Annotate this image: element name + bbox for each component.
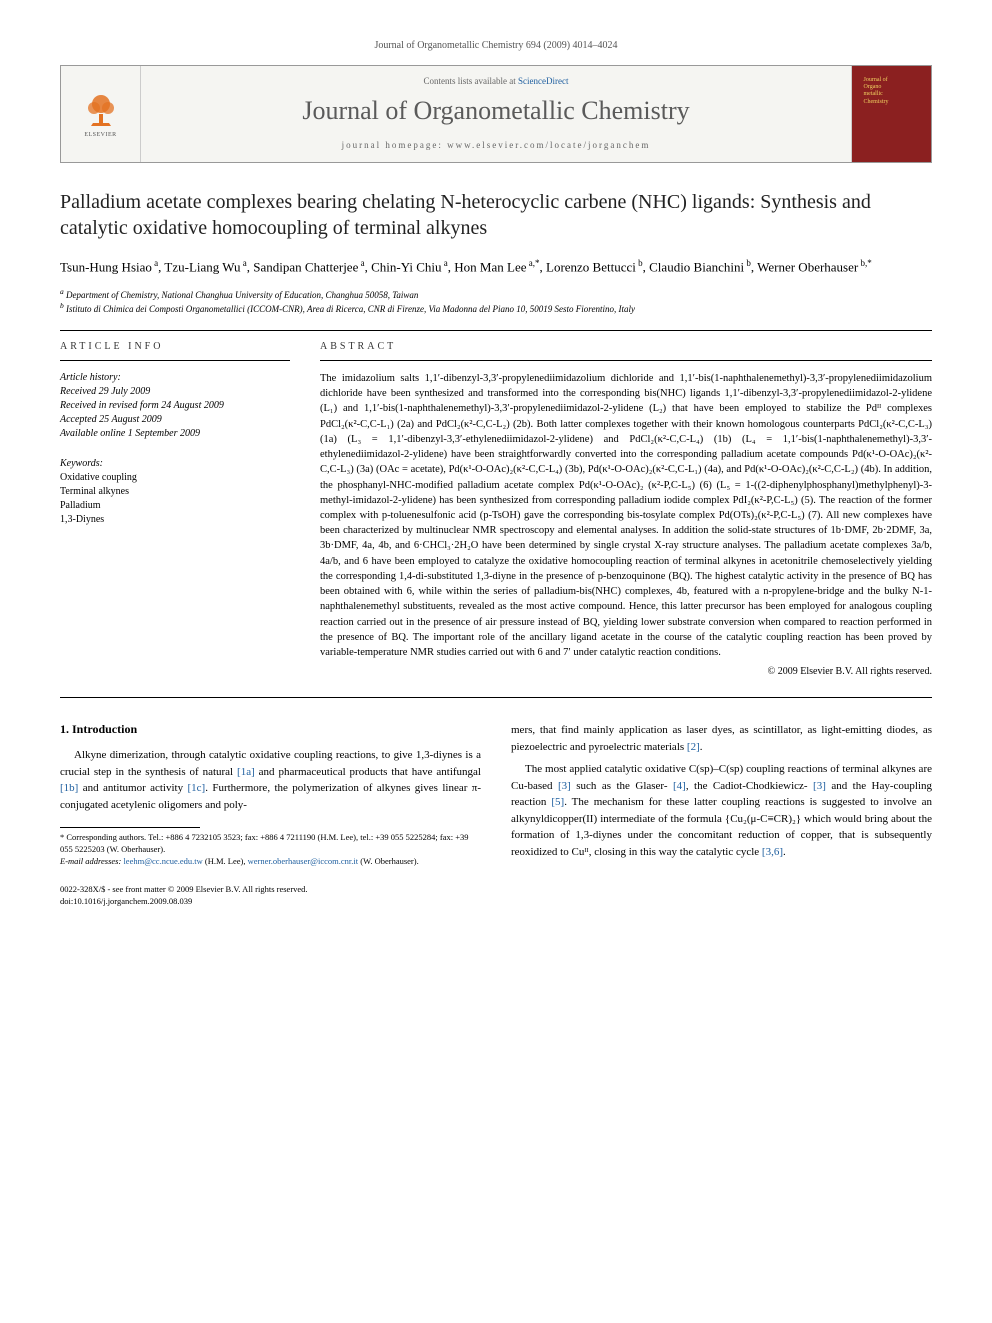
author-list: Tsun-Hung Hsiao a, Tzu-Liang Wu a, Sandi… (60, 257, 932, 277)
corresponding-author-note: * Corresponding authors. Tel.: +886 4 72… (60, 832, 481, 856)
info-abstract-row: ARTICLE INFO Article history: Received 2… (60, 341, 932, 677)
article-title: Palladium acetate complexes bearing chel… (60, 189, 932, 241)
journal-name: Journal of Organometallic Chemistry (155, 96, 837, 126)
journal-masthead: ELSEVIER Contents lists available at Sci… (60, 65, 932, 163)
email-link[interactable]: leehm@cc.ncue.edu.tw (123, 856, 202, 866)
citation-link[interactable]: [3] (813, 780, 826, 792)
abstract-label: ABSTRACT (320, 341, 932, 352)
citation-link[interactable]: [1a] (237, 766, 255, 778)
keyword: Terminal alkynes (60, 485, 290, 499)
elsevier-logo: ELSEVIER (73, 84, 129, 144)
body-col-right: mers, that find mainly application as la… (511, 722, 932, 907)
history-accepted: Accepted 25 August 2009 (60, 413, 290, 427)
doi-line: doi:10.1016/j.jorganchem.2009.08.039 (60, 896, 481, 908)
affiliation-a: a Department of Chemistry, National Chan… (60, 287, 932, 302)
citation-link[interactable]: [1c] (187, 782, 205, 794)
body-paragraph: mers, that find mainly application as la… (511, 722, 932, 755)
article-info-col: ARTICLE INFO Article history: Received 2… (60, 341, 290, 677)
keyword: Oxidative coupling (60, 471, 290, 485)
history-revised: Received in revised form 24 August 2009 (60, 399, 290, 413)
keyword: 1,3-Diynes (60, 513, 290, 527)
footnotes: * Corresponding authors. Tel.: +886 4 72… (60, 832, 481, 868)
email-link[interactable]: werner.oberhauser@iccom.cnr.it (248, 856, 359, 866)
abstract-col: ABSTRACT The imidazolium salts 1,1′-dibe… (320, 341, 932, 677)
body-paragraph: The most applied catalytic oxidative C(s… (511, 761, 932, 860)
citation-link[interactable]: [4] (673, 780, 686, 792)
email-label: E-mail addresses: (60, 856, 121, 866)
body-text-span: The most applied catalytic oxidative C(s… (511, 761, 932, 860)
citation-link[interactable]: [2] (687, 741, 700, 753)
cover-line: Organo (864, 84, 920, 91)
front-matter-line: 0022-328X/$ - see front matter © 2009 El… (60, 884, 481, 896)
running-header: Journal of Organometallic Chemistry 694 … (60, 40, 932, 51)
citation-link[interactable]: [3] (558, 780, 571, 792)
email-who: (H.M. Lee), (205, 856, 246, 866)
history-online: Available online 1 September 2009 (60, 427, 290, 441)
divider (60, 360, 290, 361)
keywords-block: Keywords: Oxidative coupling Terminal al… (60, 457, 290, 527)
cover-line: metallic (864, 91, 920, 98)
email-who: (W. Oberhauser). (360, 856, 418, 866)
divider (60, 330, 932, 331)
contents-prefix: Contents lists available at (424, 76, 518, 86)
footnote-rule (60, 827, 200, 828)
cover-line: Journal of (864, 77, 920, 84)
elsevier-tree-icon (81, 90, 121, 130)
journal-cover-cell: Journal of Organo metallic Chemistry (851, 66, 931, 162)
body-col-left: 1. Introduction Alkyne dimerization, thr… (60, 722, 481, 907)
keywords-head: Keywords: (60, 457, 290, 471)
email-addresses-note: E-mail addresses: leehm@cc.ncue.edu.tw (… (60, 856, 481, 868)
elsevier-wordmark: ELSEVIER (84, 132, 116, 138)
body-columns: 1. Introduction Alkyne dimerization, thr… (60, 722, 932, 907)
journal-homepage-line: journal homepage: www.elsevier.com/locat… (155, 140, 837, 150)
divider (320, 360, 932, 361)
contents-available-line: Contents lists available at ScienceDirec… (155, 76, 837, 86)
copyright-line: © 2009 Elsevier B.V. All rights reserved… (320, 666, 932, 677)
homepage-prefix: journal homepage: (342, 140, 447, 150)
affiliations: a Department of Chemistry, National Chan… (60, 287, 932, 316)
divider (60, 697, 932, 698)
publisher-logo-cell: ELSEVIER (61, 66, 141, 162)
citation-link[interactable]: [3,6] (762, 846, 783, 858)
journal-cover-thumb: Journal of Organo metallic Chemistry (860, 73, 924, 155)
cover-line: Chemistry (864, 99, 920, 106)
body-text-span: Alkyne dimerization, through catalytic o… (60, 747, 481, 813)
keyword: Palladium (60, 499, 290, 513)
article-history: Article history: Received 29 July 2009 R… (60, 371, 290, 441)
sciencedirect-link[interactable]: ScienceDirect (518, 76, 568, 86)
homepage-url: www.elsevier.com/locate/jorganchem (447, 140, 650, 150)
history-head: Article history: (60, 371, 290, 385)
abstract-text: The imidazolium salts 1,1′-dibenzyl-3,3′… (320, 371, 932, 660)
affiliation-b: b Istituto di Chimica dei Composti Organ… (60, 301, 932, 316)
citation-link[interactable]: [1b] (60, 782, 78, 794)
body-paragraph: Alkyne dimerization, through catalytic o… (60, 747, 481, 813)
article-info-label: ARTICLE INFO (60, 341, 290, 352)
citation-link[interactable]: [5] (551, 796, 564, 808)
section-heading-intro: 1. Introduction (60, 722, 481, 737)
history-received: Received 29 July 2009 (60, 385, 290, 399)
page-footer: 0022-328X/$ - see front matter © 2009 El… (60, 884, 481, 908)
masthead-center: Contents lists available at ScienceDirec… (141, 66, 851, 162)
